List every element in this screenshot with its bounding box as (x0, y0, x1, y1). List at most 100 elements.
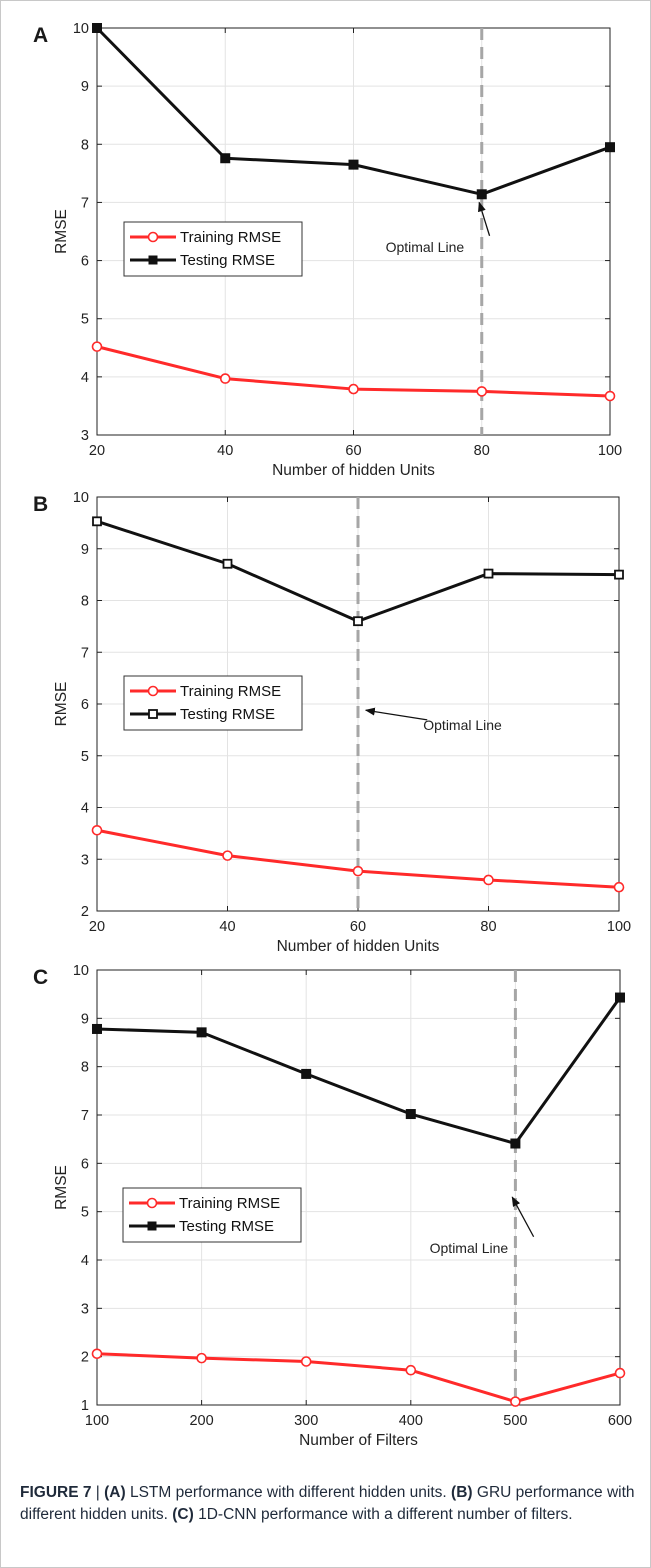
optimal-line-annotation: Optimal Line (423, 717, 502, 733)
legend-box (123, 221, 303, 277)
testing-rmse-point (353, 616, 363, 627)
y-tick-label: 6 (81, 1156, 89, 1172)
x-tick-label: 40 (219, 919, 235, 935)
y-tick-label: 8 (81, 594, 89, 610)
training-rmse-point (196, 1352, 207, 1364)
y-tick-label: 8 (81, 1060, 89, 1076)
optimal-line-annotation: Optimal Line (430, 1240, 509, 1256)
panel-label: A (33, 24, 48, 47)
training-rmse-point (483, 874, 494, 886)
training-rmse-point (352, 865, 364, 877)
y-tick-label: 1 (81, 1398, 89, 1414)
y-tick-label: 2 (81, 1350, 89, 1366)
y-tick-label: 10 (73, 964, 89, 979)
legend-label: Testing RMSE (180, 252, 275, 269)
legend-marker (146, 1197, 158, 1209)
y-tick-label: 10 (73, 490, 89, 506)
testing-rmse-point (92, 1023, 102, 1034)
y-tick-label: 5 (81, 312, 89, 328)
testing-rmse-point (92, 23, 102, 33)
training-rmse-point (348, 383, 359, 395)
y-tick-label: 3 (81, 1301, 89, 1317)
caption-c-label: (C) (172, 1506, 194, 1523)
y-axis-title: RMSE (53, 1165, 70, 1210)
testing-rmse-point (510, 1138, 521, 1149)
x-tick-label: 80 (480, 919, 496, 935)
testing-rmse-point (196, 1027, 207, 1038)
x-axis-title: Number of hidden Units (272, 462, 435, 479)
y-tick-label: 4 (81, 801, 89, 817)
caption-b-label: (B) (451, 1484, 473, 1501)
testing-rmse-line (96, 996, 622, 1146)
y-tick-label: 7 (81, 645, 89, 661)
y-tick-label: 4 (81, 370, 89, 386)
testing-rmse-point (92, 516, 102, 527)
chart-panel-a: 3 4 5 6 7 8 9 10 20 40 60 80 100 Number of hidden Uni… (33, 21, 622, 479)
testing-rmse-point (605, 142, 615, 153)
y-tick-label: 8 (81, 137, 89, 153)
y-tick-label: 10 (73, 21, 89, 37)
x-tick-label: 300 (294, 1413, 318, 1429)
legend-marker (147, 231, 159, 243)
testing-rmse-point (301, 1068, 312, 1079)
chart-panel-b: 2 3 4 5 6 7 8 9 10 20 40 60 80 100 Number of hidden Un… (33, 490, 631, 955)
y-tick-label: 3 (81, 428, 89, 444)
caption-b-text: GRU performance with different hidden un… (20, 1484, 635, 1523)
plot-area-box (96, 969, 621, 1406)
x-tick-label: 100 (598, 443, 622, 459)
training-rmse-point (91, 824, 103, 836)
testing-rmse-point (405, 1109, 416, 1120)
chart-panel-c: 1 2 3 4 5 6 7 8 9 10 100 200 300 400 500 600 Number of F… (33, 964, 632, 1449)
x-tick-label: 600 (608, 1413, 632, 1429)
training-rmse-line (96, 1352, 621, 1404)
y-axis-title: RMSE (53, 209, 70, 254)
y-tick-label: 2 (81, 904, 89, 920)
training-rmse-point (614, 1367, 626, 1379)
x-axis-title: Number of Filters (299, 1432, 418, 1449)
x-tick-label: 20 (89, 919, 105, 935)
x-tick-label: 500 (503, 1413, 527, 1429)
training-rmse-point (219, 373, 231, 384)
legend-label: Training RMSE (180, 229, 281, 246)
legend-label: Testing RMSE (179, 1218, 274, 1235)
y-tick-label: 4 (81, 1253, 89, 1269)
x-tick-label: 20 (89, 443, 105, 459)
y-tick-label: 9 (81, 542, 89, 558)
legend-box (123, 675, 303, 731)
panel-label: C (33, 966, 48, 989)
testing-rmse-point (220, 153, 231, 164)
x-tick-label: 400 (399, 1413, 423, 1429)
caption-a-text: LSTM performance with different hidden u… (125, 1484, 452, 1501)
x-tick-label: 80 (474, 443, 490, 459)
legend-marker (147, 1221, 157, 1231)
x-axis-title: Number of hidden Units (277, 938, 440, 955)
y-tick-label: 3 (81, 852, 89, 868)
y-axis-title: RMSE (53, 682, 70, 727)
y-tick-label: 5 (81, 1205, 89, 1221)
legend-marker (148, 709, 158, 719)
caption-figure-label: FIGURE 7 (20, 1484, 92, 1501)
annotation-arrow (511, 1196, 535, 1238)
training-rmse-point (222, 850, 233, 861)
testing-rmse-point (614, 569, 624, 580)
x-tick-label: 60 (350, 919, 366, 935)
y-tick-label: 7 (81, 195, 89, 211)
y-tick-label: 6 (81, 697, 89, 713)
legend-label: Testing RMSE (180, 706, 275, 723)
training-rmse-point (405, 1364, 417, 1376)
annotation-arrow (364, 707, 428, 721)
x-tick-label: 60 (345, 443, 361, 459)
caption-c-text: 1D-CNN performance with a different numb… (193, 1506, 573, 1523)
optimal-line-annotation: Optimal Line (386, 239, 465, 255)
figure-caption: FIGURE 7 | (A) LSTM performance with dif… (20, 1482, 635, 1526)
testing-rmse-point (348, 159, 359, 170)
legend-label: Training RMSE (180, 683, 281, 700)
x-tick-label: 40 (217, 443, 233, 459)
legend-label: Training RMSE (179, 1195, 280, 1212)
training-rmse-point (510, 1396, 521, 1407)
legend-box (122, 1187, 302, 1243)
training-rmse-point (613, 881, 625, 893)
y-tick-label: 9 (81, 1011, 89, 1027)
y-tick-label: 7 (81, 1108, 89, 1124)
training-rmse-point (300, 1356, 312, 1367)
